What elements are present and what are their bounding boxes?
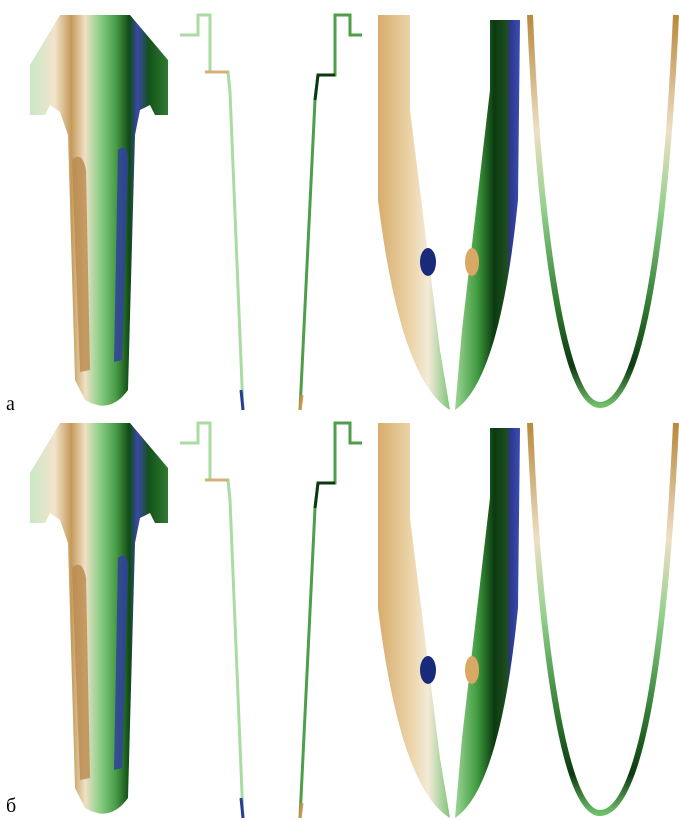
page: {"panels": [{"label": "а"}, {"label": "б…	[0, 0, 679, 820]
panel-label: а	[6, 393, 15, 415]
panel-b	[30, 423, 676, 818]
figure: а б	[0, 0, 679, 820]
panel-a	[30, 15, 676, 410]
panel-label: б	[6, 795, 16, 817]
